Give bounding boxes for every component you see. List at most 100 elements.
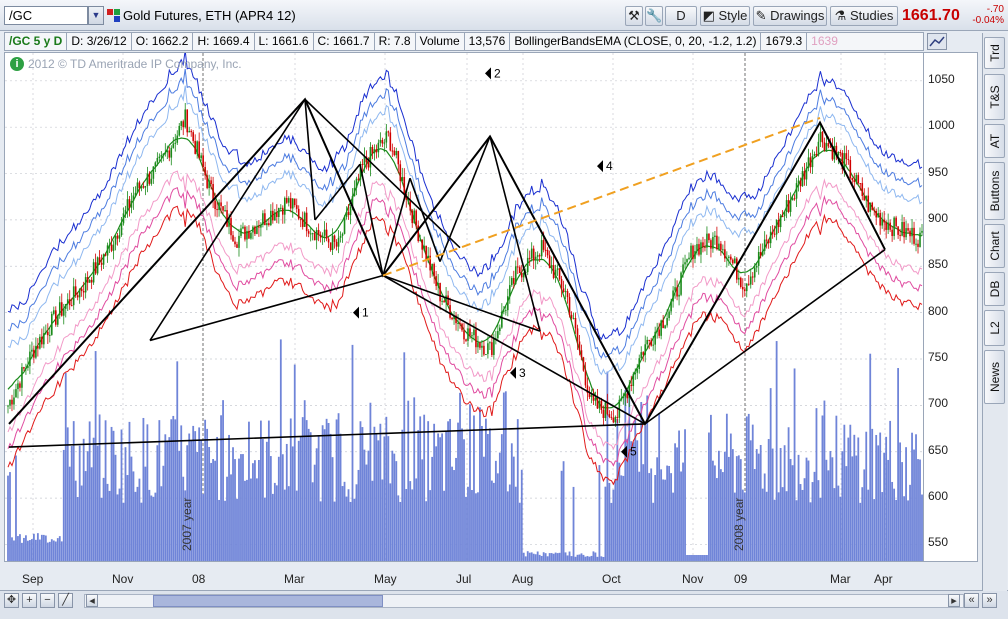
candle-body xyxy=(64,303,67,309)
symbol-link-icon[interactable] xyxy=(107,9,120,22)
volume-bar xyxy=(668,465,671,561)
side-tab-ts[interactable]: T&S xyxy=(984,74,1005,120)
volume-bar xyxy=(256,478,258,561)
zoom-out-icon[interactable]: − xyxy=(40,593,55,608)
volume-bar xyxy=(102,477,105,561)
volume-bar xyxy=(66,427,69,561)
volume-bar xyxy=(395,461,398,561)
candle-body xyxy=(347,212,350,216)
candle-body xyxy=(682,264,684,273)
year-label: 2007 year xyxy=(180,498,194,551)
candle-body xyxy=(538,255,541,257)
draw-line-icon[interactable]: ╱ xyxy=(58,593,73,608)
volume-bar xyxy=(206,428,209,561)
candle-body xyxy=(313,233,316,241)
tools-icon[interactable]: ⚒ xyxy=(625,6,643,26)
pan-icon[interactable]: ✥ xyxy=(4,593,19,608)
candle-body xyxy=(331,235,334,251)
volume-bar xyxy=(301,417,304,561)
side-tab-trd[interactable]: Trd xyxy=(984,37,1005,69)
side-tab-db[interactable]: DB xyxy=(984,272,1005,306)
candle-body xyxy=(620,398,623,400)
expand-left-icon[interactable]: « xyxy=(964,593,979,608)
volume-bar xyxy=(76,497,79,561)
volume-bar xyxy=(232,447,234,561)
volume-bar xyxy=(648,473,651,561)
pencil-icon: ✎ xyxy=(755,8,767,23)
volume-bar xyxy=(779,448,782,561)
candle-body xyxy=(411,210,414,224)
symbol-dropdown-icon[interactable]: ▼ xyxy=(88,6,104,25)
candle-body xyxy=(397,150,400,165)
candle-body xyxy=(31,349,33,352)
trend-line xyxy=(314,163,361,221)
symbol-input[interactable]: /GC xyxy=(4,6,88,25)
side-tab-chart[interactable]: Chart xyxy=(984,224,1005,268)
volume-bar xyxy=(265,441,268,561)
study-name[interactable]: BollingerBandsEMA (CLOSE, 0, 20, -1.2, 1… xyxy=(510,33,762,50)
volume-bar xyxy=(202,494,205,561)
volume-bar xyxy=(488,428,491,561)
candle-body xyxy=(126,199,129,210)
scroll-right-icon[interactable]: ▸ xyxy=(948,594,960,607)
candle-body xyxy=(256,226,258,234)
candle-body xyxy=(821,131,824,143)
info-icon[interactable]: i xyxy=(10,57,24,71)
candle-body xyxy=(757,251,760,266)
chart-id[interactable]: /GC 5 y D xyxy=(5,33,68,50)
zoom-in-icon[interactable]: + xyxy=(22,593,37,608)
candle-body xyxy=(841,152,844,169)
daily-button[interactable]: D xyxy=(665,6,697,26)
volume-bar xyxy=(252,463,254,561)
side-tab-l[interactable]: L2 xyxy=(984,310,1005,346)
volume-bar xyxy=(739,459,742,561)
candle-body xyxy=(658,329,660,336)
volume-bar xyxy=(134,491,137,561)
chart-settings-icon[interactable] xyxy=(927,33,947,50)
volume-bar xyxy=(506,491,509,561)
price-tick-label: 550 xyxy=(928,535,949,550)
scrollbar-thumb[interactable] xyxy=(153,595,383,607)
candle-body xyxy=(540,240,543,257)
candle-body xyxy=(745,283,748,292)
candle-body xyxy=(592,394,595,401)
chart-canvas[interactable]: 1 2 3 4 5 2007 year 2008 year xyxy=(5,53,924,562)
candle-body xyxy=(399,164,402,182)
wrench-icon[interactable]: 🔧 xyxy=(645,6,663,26)
expand-right-icon[interactable]: » xyxy=(982,593,997,608)
side-tab-buttons[interactable]: Buttons xyxy=(984,162,1005,220)
volume-bar xyxy=(25,535,27,561)
candle-body xyxy=(560,279,563,289)
volume-bar xyxy=(646,395,649,561)
candle-body xyxy=(172,143,175,148)
copyright-text: 2012 © TD Ameritrade IP Company, Inc. xyxy=(28,57,242,71)
studies-button[interactable]: ⚗ Studies xyxy=(830,6,898,26)
trend-line xyxy=(304,99,316,220)
side-tab-at[interactable]: AT xyxy=(984,124,1005,158)
volume-bar xyxy=(823,400,826,561)
volume-bar xyxy=(401,429,404,561)
volume-bar xyxy=(160,486,163,561)
scroll-left-icon[interactable]: ◂ xyxy=(86,594,98,607)
style-button[interactable]: ◩ Style xyxy=(700,6,750,26)
volume-bar xyxy=(911,432,913,561)
volume-bar xyxy=(747,413,750,561)
candle-body xyxy=(234,241,236,245)
side-tab-news[interactable]: News xyxy=(984,350,1005,404)
drawings-button[interactable]: ✎ Drawings xyxy=(753,6,827,26)
candle-body xyxy=(917,243,919,247)
candle-body xyxy=(630,384,633,387)
volume-bar xyxy=(698,555,700,561)
candle-body xyxy=(168,150,171,158)
candle-body xyxy=(501,311,503,328)
volume-bar xyxy=(867,489,870,561)
candle-body xyxy=(194,140,196,154)
candle-body xyxy=(670,301,672,312)
volume-bar xyxy=(226,476,228,561)
price-chart[interactable]: 1 2 3 4 5 2007 year 2008 year xyxy=(4,52,924,562)
volume-bar xyxy=(441,433,444,561)
volume-bar xyxy=(686,555,688,561)
volume-bar xyxy=(606,371,609,561)
candle-body xyxy=(859,183,862,185)
candle-body xyxy=(514,266,517,284)
